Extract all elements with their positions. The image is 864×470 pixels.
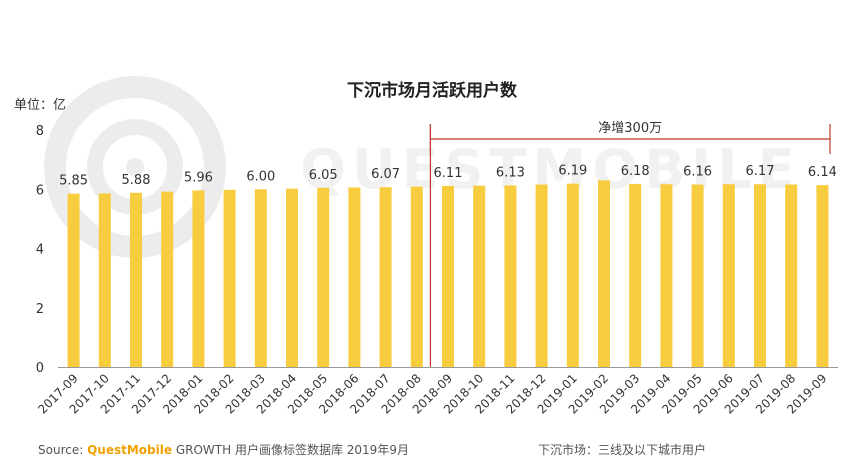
data-label: 6.18: [621, 164, 650, 179]
bar: [98, 193, 111, 367]
data-label: 6.00: [246, 169, 275, 184]
bar: [785, 184, 798, 367]
bar: [161, 191, 174, 367]
y-tick-label: 2: [36, 302, 44, 317]
bar: [348, 187, 361, 367]
data-label: 6.07: [371, 167, 400, 182]
bar: [535, 184, 548, 367]
bar: [286, 188, 298, 367]
source-line: Source: QuestMobile GROWTH 用户画像标签数据库 201…: [38, 441, 409, 458]
data-label: 6.14: [808, 165, 837, 180]
y-tick-label: 0: [36, 361, 44, 376]
bar: [473, 185, 486, 367]
bar-chart: 024685.852017-092017-105.882017-112017-1…: [35, 121, 838, 417]
data-label: 6.19: [558, 164, 587, 179]
y-tick-label: 8: [36, 124, 44, 139]
unit-label: 单位：亿: [14, 98, 67, 113]
source-label: Source:: [38, 443, 84, 457]
bar: [410, 186, 423, 367]
data-label: 5.85: [59, 174, 88, 189]
bar: [660, 184, 673, 367]
bar: [130, 192, 142, 367]
bar: [816, 185, 829, 367]
footnote: 下沉市场：三线及以下城市用户: [538, 443, 707, 457]
data-label: 6.11: [434, 166, 463, 181]
bar: [629, 183, 642, 367]
bar: [504, 185, 517, 367]
data-label: 5.96: [184, 170, 213, 185]
chart-title: 下沉市场月活跃用户数: [347, 81, 517, 101]
source-date: 2019年9月: [346, 443, 409, 457]
data-label: 6.16: [683, 165, 712, 180]
bar: [379, 187, 392, 367]
bar: [223, 189, 236, 367]
bar: [442, 185, 454, 367]
data-label: 6.17: [746, 164, 775, 179]
bar: [67, 193, 80, 367]
bar: [566, 183, 579, 367]
source-product: GROWTH 用户画像标签数据库: [175, 443, 343, 457]
bar: [598, 180, 610, 367]
bar: [691, 184, 704, 367]
bar: [254, 189, 267, 367]
y-tick-label: 4: [36, 243, 44, 258]
y-tick-label: 6: [36, 183, 44, 198]
bracket-annotation: 净增300万: [598, 121, 662, 136]
bar: [192, 190, 205, 367]
data-label: 6.05: [309, 168, 338, 183]
bar: [754, 184, 766, 367]
source-brand: QuestMobile: [87, 443, 172, 457]
bar: [722, 184, 735, 367]
bar: [317, 187, 330, 367]
data-label: 6.13: [496, 165, 525, 180]
data-label: 5.88: [122, 173, 151, 188]
